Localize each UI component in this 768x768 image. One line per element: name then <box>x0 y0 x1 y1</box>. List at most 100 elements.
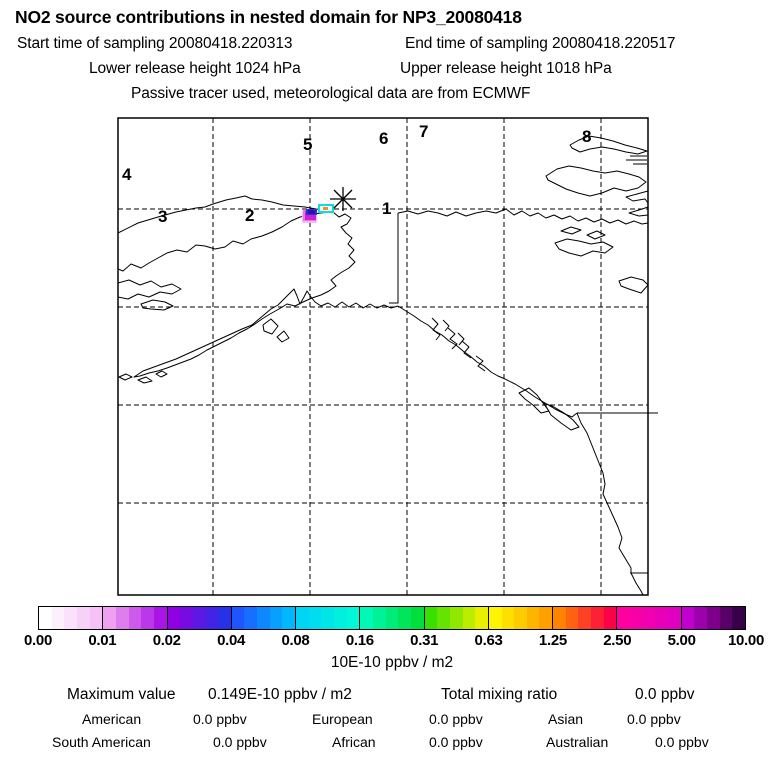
colorbar-segment <box>296 607 361 629</box>
region-value: 0.0 ppbv <box>429 734 483 750</box>
colorbar-segment <box>167 607 232 629</box>
colorbar-unit-label: 10E-10 ppbv / m2 <box>330 654 454 671</box>
upper-release-label: Upper release height 1018 hPa <box>400 60 612 77</box>
colorbar-subcell <box>218 607 231 629</box>
colorbar-subcell <box>732 607 745 629</box>
colorbar-subcell <box>180 607 193 629</box>
colorbar-subcell <box>630 607 643 629</box>
coastline-path <box>518 387 550 414</box>
colorbar-subcell <box>603 607 617 629</box>
coastline-path <box>625 190 649 204</box>
plume-cell <box>323 207 328 210</box>
region-value: 0.0 ppbv <box>213 734 267 750</box>
colorbar-subcell <box>424 607 438 629</box>
coastline-path <box>262 318 279 335</box>
coastline-path <box>117 279 182 300</box>
region-value: 0.0 ppbv <box>429 711 483 727</box>
colorbar-subcell <box>51 607 65 629</box>
colorbar-tick-label: 0.04 <box>217 632 246 649</box>
colorbar-subcell <box>681 607 695 629</box>
colorbar-subcell <box>501 607 515 629</box>
coastline-path <box>628 206 649 217</box>
coastline-path <box>397 305 506 380</box>
colorbar-subcell <box>334 607 347 629</box>
colorbar-subcell <box>296 607 309 629</box>
colorbar-segment <box>488 607 554 629</box>
coastline-path <box>397 208 649 225</box>
colorbar-subcell <box>167 607 181 629</box>
region-value: 0.0 ppbv <box>627 711 681 727</box>
station-label-7: 7 <box>419 122 428 141</box>
colorbar-subcell <box>539 607 553 629</box>
plume-cell <box>305 211 316 220</box>
coastline-path <box>586 230 606 240</box>
region-name: Asian <box>548 711 584 727</box>
colorbar-subcell <box>719 607 733 629</box>
colorbar-subcell <box>308 607 322 629</box>
colorbar-subcell <box>398 607 411 629</box>
coastline-path <box>618 276 649 294</box>
colorbar-subcell <box>128 607 142 629</box>
coastline-path <box>117 211 333 272</box>
colorbar-subcell <box>565 607 579 629</box>
coastline-path <box>560 226 582 235</box>
region-name: European <box>312 711 373 727</box>
coastline-path <box>461 340 472 359</box>
colorbar-segment <box>553 607 618 629</box>
colorbar-segment <box>103 607 168 629</box>
coastline-path <box>569 135 648 155</box>
colorbar-subcell <box>385 607 399 629</box>
end-time-label: End time of sampling 20080418.220517 <box>405 35 676 52</box>
colorbar-subcell <box>39 607 52 629</box>
lower-release-label: Lower release height 1024 hPa <box>89 60 301 77</box>
coastline-path <box>545 165 647 197</box>
map-frame <box>117 117 649 596</box>
colorbar-tick-label: 10.00 <box>727 632 765 649</box>
colorbar-tick-label: 0.02 <box>152 632 181 649</box>
total-mixing-ratio-value: 0.0 ppbv <box>635 686 695 703</box>
colorbar-subcell <box>231 607 245 629</box>
colorbar-subcell <box>321 607 335 629</box>
colorbar-subcell <box>410 607 424 629</box>
colorbar-subcell <box>475 607 488 629</box>
colorbar-subcell <box>244 607 258 629</box>
border-path <box>389 213 399 304</box>
colorbar-tick-label: 1.25 <box>538 632 567 649</box>
page-title: NO2 source contributions in nested domai… <box>15 7 522 27</box>
colorbar-subcell <box>449 607 463 629</box>
colorbar-subcell <box>706 607 720 629</box>
colorbar-subcell <box>526 607 540 629</box>
colorbar-tick-label: 2.50 <box>603 632 632 649</box>
colorbar-subcell <box>642 607 656 629</box>
colorbar-subcell <box>141 607 154 629</box>
coastline-path <box>276 330 290 343</box>
maximum-value-label: Maximum value <box>67 686 176 703</box>
colorbar-subcell <box>360 607 373 629</box>
coastline-path <box>457 332 465 346</box>
colorbar-tick-label: 0.63 <box>474 632 503 649</box>
station-label-4: 4 <box>122 165 132 184</box>
colorbar-subcell <box>103 607 116 629</box>
colorbar-subcell <box>694 607 707 629</box>
coastline-path <box>431 317 441 341</box>
colorbar-subcell <box>269 607 283 629</box>
colorbar-tick-label: 0.00 <box>24 632 52 649</box>
maximum-value: 0.149E-10 ppbv / m2 <box>208 686 352 703</box>
region-name: South American <box>52 734 151 750</box>
station-label-6: 6 <box>379 129 388 148</box>
colorbar-subcell <box>76 607 90 629</box>
colorbar-subcell <box>192 607 206 629</box>
coastline-path <box>133 211 399 378</box>
region-name: American <box>82 711 142 727</box>
colorbar-segment <box>617 607 682 629</box>
colorbar-scale <box>38 606 746 630</box>
colorbar-subcell <box>115 607 129 629</box>
colorbar-subcell <box>553 607 566 629</box>
colorbar-subcell <box>617 607 631 629</box>
coastline-path <box>118 373 133 381</box>
colorbar-subcell <box>578 607 592 629</box>
colorbar-subcell <box>514 607 527 629</box>
station-label-1: 1 <box>382 199 391 218</box>
colorbar-subcell <box>346 607 360 629</box>
